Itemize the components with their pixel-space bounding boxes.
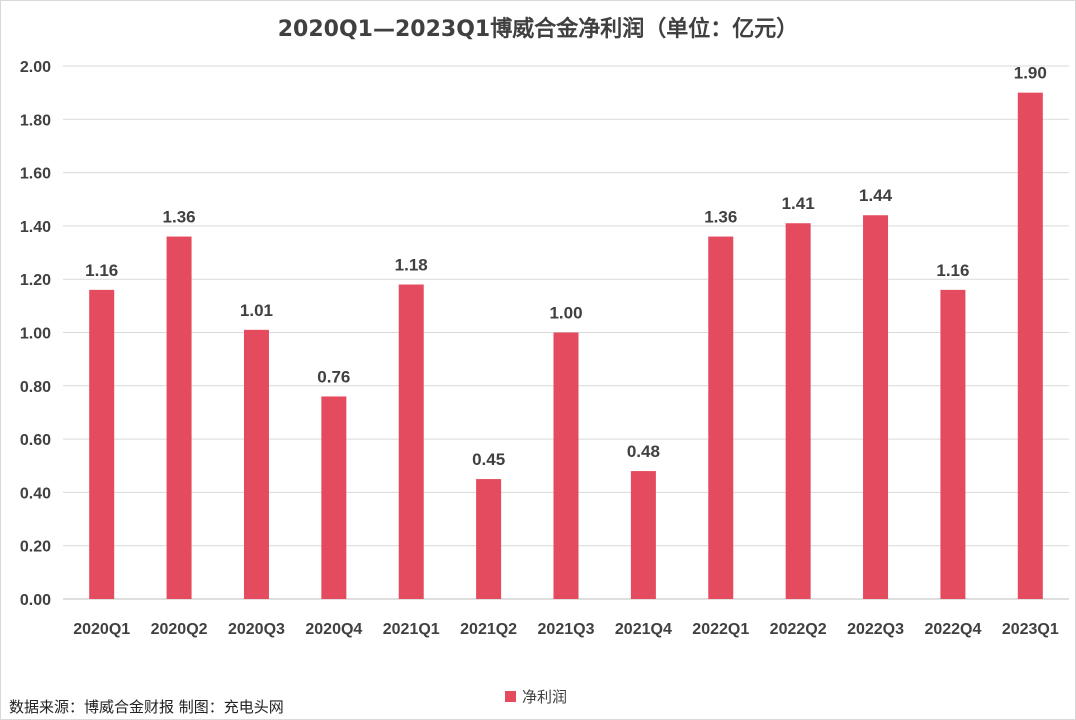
data-label: 1.90 [1014, 64, 1047, 83]
legend: 净利润 [505, 688, 567, 706]
data-label: 0.76 [317, 367, 350, 386]
data-label: 1.01 [240, 301, 273, 320]
x-category-label: 2022Q2 [770, 621, 827, 638]
bar [708, 236, 734, 599]
x-category-label: 2021Q3 [538, 621, 595, 638]
y-tick-label: 1.80 [20, 112, 51, 129]
y-tick-label: 0.80 [20, 379, 51, 396]
y-tick-label: 1.40 [20, 219, 51, 236]
data-label: 1.16 [85, 261, 118, 280]
x-category-label: 2022Q4 [924, 621, 981, 638]
legend-label: 净利润 [522, 688, 567, 706]
data-label: 1.18 [395, 256, 428, 275]
x-category-label: 2020Q4 [305, 621, 362, 638]
bar [1017, 92, 1043, 600]
data-label: 1.41 [782, 194, 815, 213]
x-category-label: 2021Q1 [383, 621, 440, 638]
x-category-label: 2020Q3 [228, 621, 285, 638]
bar [243, 329, 269, 599]
data-label: 0.48 [627, 442, 660, 461]
x-category-label: 2020Q1 [73, 621, 130, 638]
y-tick-label: 0.60 [20, 432, 51, 449]
data-label: 1.00 [549, 304, 582, 323]
bar [398, 284, 424, 599]
x-category-label: 2020Q2 [151, 621, 208, 638]
bar [630, 471, 656, 599]
bar [785, 223, 811, 600]
bar [476, 479, 502, 599]
y-tick-label: 2.00 [20, 59, 51, 76]
source-note: 数据来源：博威合金财报 制图：充电头网 [9, 698, 284, 716]
y-tick-label: 0.40 [20, 485, 51, 502]
chart-title: 2020Q1—2023Q1博威合金净利润（单位：亿元） [278, 16, 798, 42]
x-category-label: 2022Q3 [847, 621, 904, 638]
x-category-label: 2022Q1 [692, 621, 749, 638]
data-label: 1.16 [936, 261, 969, 280]
data-label: 1.44 [859, 186, 893, 205]
bar [940, 289, 966, 599]
x-category-label: 2023Q1 [1002, 621, 1059, 638]
data-labels: 1.16 1.36 1.01 0.76 1.18 0.45 1.00 0.48 1.36 1.41… [85, 64, 1047, 469]
x-category-label: 2021Q2 [460, 621, 517, 638]
y-tick-label: 1.20 [20, 272, 51, 289]
data-label: 1.36 [163, 208, 196, 227]
bar [863, 215, 889, 600]
x-category-label: 2021Q4 [615, 621, 672, 638]
y-tick-label: 0.20 [20, 539, 51, 556]
bar [166, 236, 192, 599]
y-tick-label: 0.00 [20, 592, 51, 609]
y-axis-ticks: 0.00 0.20 0.40 0.60 0.80 1.00 1.20 1.40 1.60 1.80… [20, 59, 51, 609]
bar [89, 289, 115, 599]
x-axis-categories: 2020Q1 2020Q2 2020Q3 2020Q4 2021Q1 2021Q2 2021… [73, 621, 1059, 638]
legend-swatch [505, 691, 516, 702]
data-label: 1.36 [704, 208, 737, 227]
bar [553, 332, 579, 599]
bar [321, 396, 347, 599]
data-label: 0.45 [472, 450, 505, 469]
y-tick-label: 1.60 [20, 166, 51, 183]
bars [89, 92, 1043, 600]
y-tick-label: 1.00 [20, 326, 51, 343]
